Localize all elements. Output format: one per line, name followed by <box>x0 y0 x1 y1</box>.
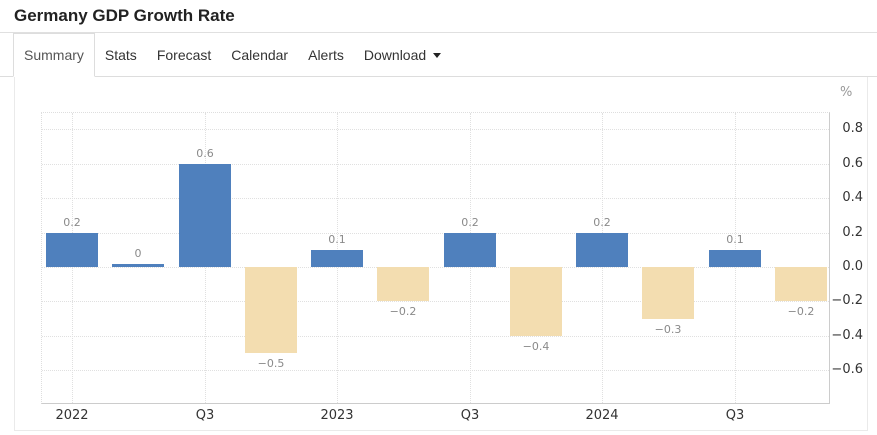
bar-value-label: −0.3 <box>654 323 682 336</box>
bar-value-label: 0.2 <box>461 216 479 229</box>
caret-down-icon <box>433 53 442 58</box>
tab-label: Alerts <box>308 46 344 63</box>
bar[interactable] <box>377 267 429 301</box>
header: Germany GDP Growth Rate <box>0 0 877 33</box>
y-axis-unit-label: % <box>840 85 853 100</box>
plot-area <box>41 112 830 404</box>
x-axis-tick-label: Q3 <box>725 408 745 423</box>
bar-value-label: −0.5 <box>257 357 285 370</box>
bar[interactable] <box>775 267 827 301</box>
bar-value-label: 0 <box>134 247 142 260</box>
bar-value-label: 0.2 <box>63 216 81 229</box>
y-gridline <box>42 129 829 130</box>
tab-label: Calendar <box>231 46 289 63</box>
y-gridline <box>42 370 829 371</box>
tab-forecast[interactable]: Forecast <box>147 33 221 76</box>
tab-bar: Summary Stats Forecast Calendar Alerts Downlo… <box>0 33 877 77</box>
bar-value-label: 0.1 <box>726 233 744 246</box>
page-title: Germany GDP Growth Rate <box>14 6 235 25</box>
y-gridline <box>42 267 829 268</box>
x-axis-tick-label: 2024 <box>585 408 619 423</box>
tab-summary[interactable]: Summary <box>13 33 95 77</box>
bar-value-label: −0.2 <box>389 305 417 318</box>
y-gridline <box>42 336 829 337</box>
tab-stats[interactable]: Stats <box>95 33 147 76</box>
bar-value-label: −0.2 <box>787 305 815 318</box>
y-axis-tick-label: 0.0 <box>842 259 863 274</box>
bar[interactable] <box>112 264 164 267</box>
bar[interactable] <box>245 267 297 353</box>
bar-value-label: −0.4 <box>522 340 550 353</box>
bar[interactable] <box>179 164 231 267</box>
bar-value-label: 0.1 <box>328 233 346 246</box>
y-axis-tick-label: 0.8 <box>842 121 863 136</box>
bar[interactable] <box>510 267 562 336</box>
y-axis-tick-label: −0.2 <box>831 293 863 308</box>
bar-value-label: 0.2 <box>593 216 611 229</box>
y-axis-tick-label: 0.4 <box>842 190 863 205</box>
bar[interactable] <box>576 233 628 267</box>
tab-label: Stats <box>104 46 137 63</box>
tab-label: Forecast <box>156 46 212 63</box>
y-axis-tick-label: 0.2 <box>842 225 863 240</box>
bar[interactable] <box>46 233 98 267</box>
y-gridline <box>42 233 829 234</box>
bar-value-label: 0.6 <box>196 147 214 160</box>
x-axis-tick-label: 2023 <box>320 408 354 423</box>
x-axis-tick-label: 2022 <box>55 408 89 423</box>
x-axis-tick-label: Q3 <box>195 408 215 423</box>
tab-alerts[interactable]: Alerts <box>298 33 354 76</box>
bar[interactable] <box>642 267 694 319</box>
bar[interactable] <box>444 233 496 267</box>
y-gridline <box>42 164 829 165</box>
tab-calendar[interactable]: Calendar <box>221 33 298 76</box>
bar[interactable] <box>311 250 363 267</box>
tab-label: Download <box>363 46 427 63</box>
tab-label: Summary <box>24 47 84 63</box>
y-gridline <box>42 198 829 199</box>
tab-download[interactable]: Download <box>354 33 451 76</box>
y-axis-tick-label: −0.4 <box>831 328 863 343</box>
y-axis-tick-label: 0.6 <box>842 156 863 171</box>
bar[interactable] <box>709 250 761 267</box>
y-axis-tick-label: −0.6 <box>831 362 863 377</box>
x-axis-tick-label: Q3 <box>460 408 480 423</box>
y-gridline <box>42 301 829 302</box>
